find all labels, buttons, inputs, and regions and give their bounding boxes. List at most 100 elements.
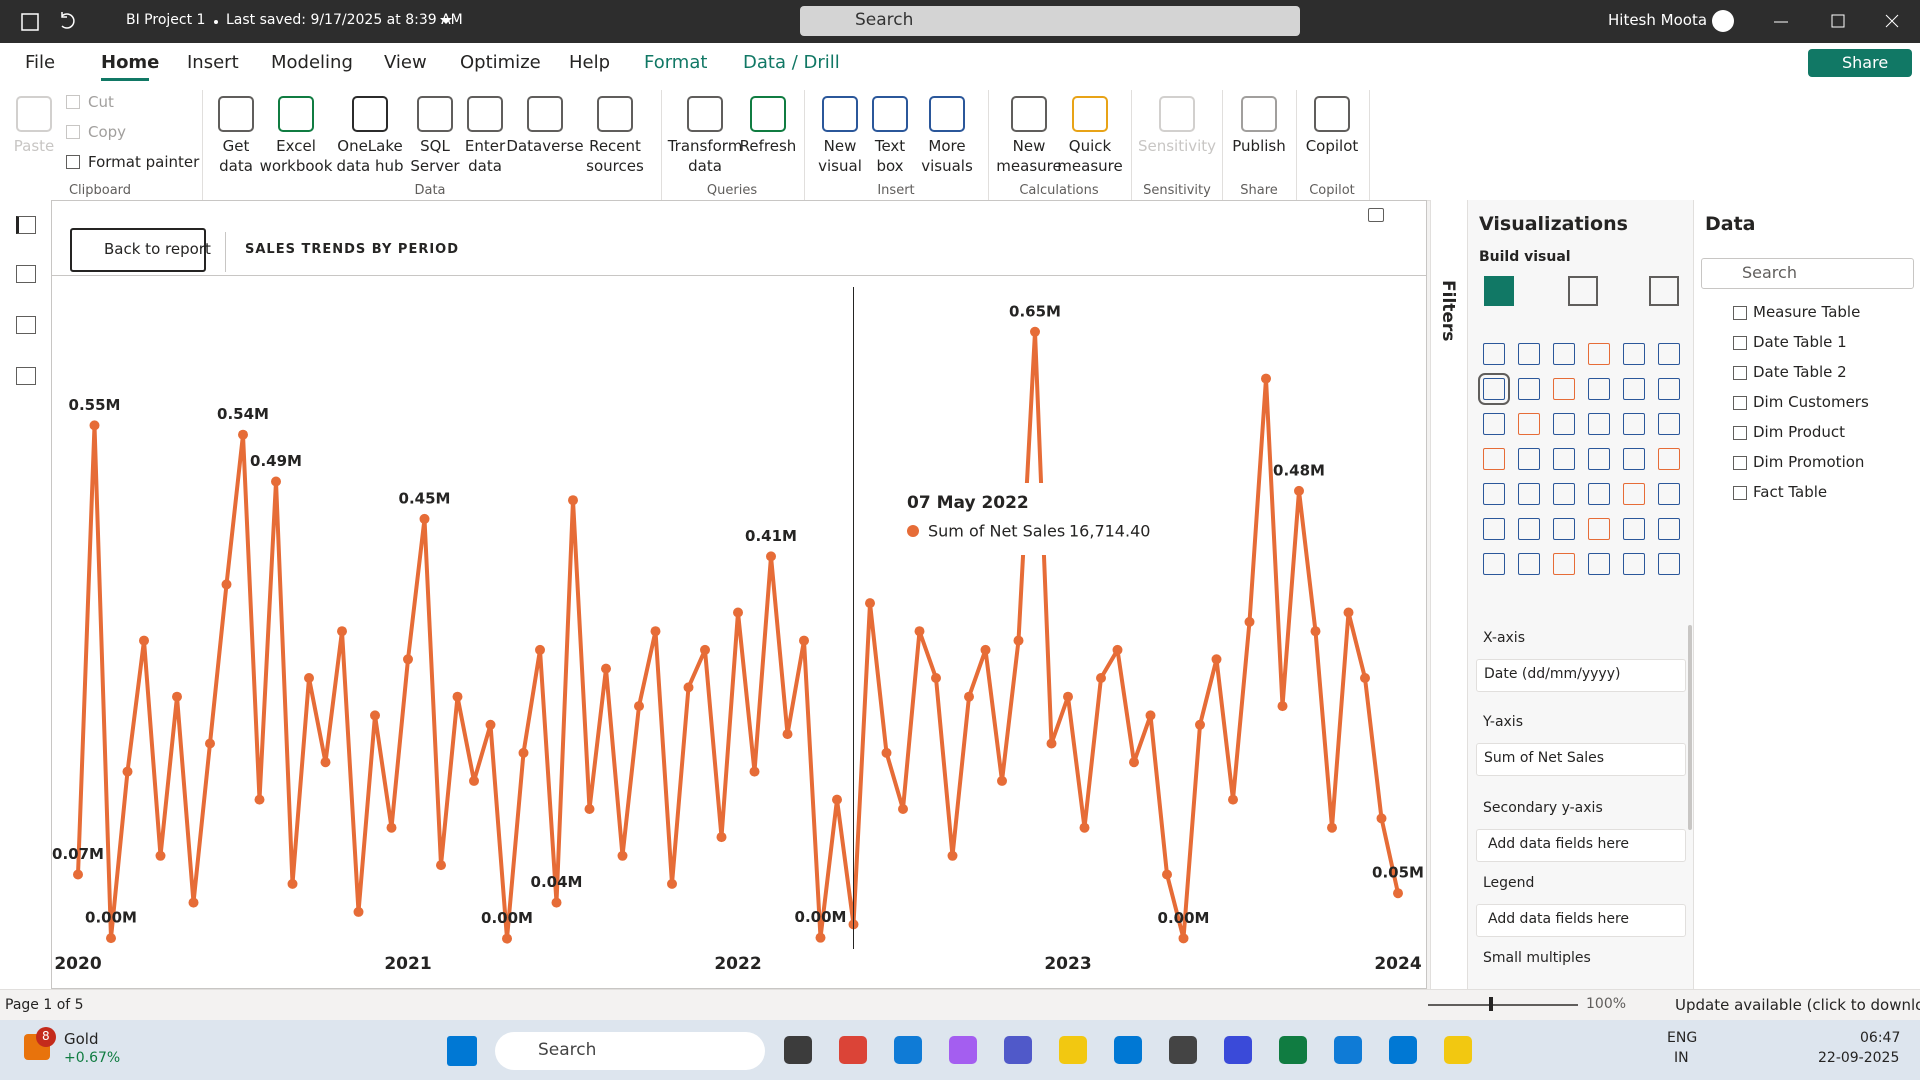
well-field[interactable]: Date (dd/mm/yyyy) [1484,666,1621,682]
clock-date[interactable]: 22-09-2025 [1818,1050,1900,1066]
visual-type-icon[interactable] [1553,378,1575,400]
visual-type-icon[interactable] [1553,553,1575,575]
visual-type-icon[interactable] [1518,343,1540,365]
taskbar-search[interactable] [495,1032,765,1070]
menu-tab[interactable]: Modeling [271,52,353,73]
ribbon-button-label[interactable]: Refresh [739,137,797,155]
ribbon-icon[interactable] [872,96,908,132]
start-button[interactable] [447,1036,477,1066]
ribbon-button-label[interactable]: Dataverse [506,137,584,155]
visual-type-icon[interactable] [1623,483,1645,505]
ribbon-button-label[interactable]: Enter [464,137,506,155]
taskbar-app[interactable] [894,1036,922,1064]
menu-tab[interactable]: Optimize [460,52,541,73]
table-name[interactable]: Date Table 1 [1753,333,1847,351]
taskbar-app[interactable] [839,1036,867,1064]
filter-icon[interactable] [1368,208,1384,222]
lang[interactable]: ENG [1667,1030,1698,1046]
ribbon-button-label[interactable]: Copilot [1305,137,1359,155]
save-icon[interactable] [21,13,39,31]
taskbar-app[interactable] [1224,1036,1252,1064]
visual-type-icon[interactable] [1623,343,1645,365]
taskbar-app[interactable] [1114,1036,1142,1064]
visual-type-icon[interactable] [1483,483,1505,505]
well-placeholder[interactable]: Add data fields here [1488,911,1630,927]
ribbon-small-label[interactable]: Cut [88,93,114,111]
visual-type-icon[interactable] [1658,518,1680,540]
ribbon-button-label[interactable]: visuals [921,157,973,175]
nav-icon[interactable] [16,316,36,334]
visual-type-icon[interactable] [1483,343,1505,365]
small-icon[interactable] [66,95,80,109]
ribbon-icon[interactable] [1072,96,1108,132]
clock-time[interactable]: 06:47 [1860,1030,1901,1046]
table-name[interactable]: Measure Table [1753,303,1861,321]
ribbon-icon[interactable] [929,96,965,132]
ribbon-button-label[interactable]: Server [410,157,460,175]
title-search-box[interactable] [800,6,1300,36]
taskbar-app[interactable] [1004,1036,1032,1064]
ribbon-icon[interactable] [527,96,563,132]
visual-type-icon[interactable] [1588,483,1610,505]
visual-type-icon[interactable] [1623,413,1645,435]
table-icon[interactable] [1733,306,1747,320]
ribbon-button-label[interactable]: data hub [336,157,404,175]
ribbon-button-label[interactable]: Text [874,137,906,155]
ribbon-button-label[interactable]: visual [818,157,862,175]
ribbon-button-label[interactable]: workbook [259,157,333,175]
taskbar-app[interactable] [784,1036,812,1064]
visual-type-icon[interactable] [1553,448,1575,470]
maximize[interactable] [1831,14,1845,28]
visual-type-icon[interactable] [1588,553,1610,575]
ribbon-small-label[interactable]: Format painter [88,153,200,171]
taskbar-app[interactable] [1334,1036,1362,1064]
visual-type-icon[interactable] [1588,448,1610,470]
data-search-box[interactable] [1701,258,1914,289]
filters-label[interactable]: Filters [1438,280,1458,342]
ribbon-icon[interactable] [687,96,723,132]
well-box[interactable] [1476,829,1686,862]
ribbon-icon[interactable] [218,96,254,132]
nav-icon[interactable] [16,265,36,283]
ribbon-button-label[interactable]: Sensitivity [1137,137,1217,155]
ribbon-icon[interactable] [278,96,314,132]
visual-type-icon[interactable] [1658,448,1680,470]
table-name[interactable]: Dim Promotion [1753,453,1865,471]
visual-type-icon[interactable] [1623,553,1645,575]
table-icon[interactable] [1733,456,1747,470]
share-button[interactable] [1808,49,1912,77]
close[interactable] [1885,14,1899,28]
taskbar-app[interactable] [1444,1036,1472,1064]
nav-icon[interactable] [16,216,36,234]
undo-icon[interactable] [61,12,75,29]
ribbon-button-label[interactable]: New [823,137,857,155]
visual-type-icon[interactable] [1658,553,1680,575]
visual-type-icon[interactable] [1518,448,1540,470]
title-dropdown[interactable] [440,18,452,24]
visual-type-icon[interactable] [1483,448,1505,470]
back-label[interactable]: Back to report [104,240,211,258]
visual-type-icon[interactable] [1478,373,1510,405]
ribbon-button-label[interactable]: data [219,157,253,175]
ticker-change[interactable]: +0.67% [64,1050,121,1066]
build-tab[interactable] [1649,276,1679,306]
visual-type-icon[interactable] [1658,343,1680,365]
taskbar-app[interactable] [1279,1036,1307,1064]
table-icon[interactable] [1733,486,1747,500]
visual-type-icon[interactable] [1658,483,1680,505]
visual-type-icon[interactable] [1553,343,1575,365]
ribbon-button-label[interactable]: Get [222,137,250,155]
ribbon-icon[interactable] [1314,96,1350,132]
well-box[interactable] [1476,904,1686,937]
taskbar-search-label[interactable]: Search [538,1040,597,1060]
small-icon[interactable] [66,125,80,139]
visual-type-icon[interactable] [1588,413,1610,435]
zoom-thumb[interactable] [1489,997,1493,1011]
back-button[interactable] [70,228,206,272]
data-search-placeholder[interactable]: Search [1742,263,1797,282]
visual-type-icon[interactable] [1518,483,1540,505]
ribbon-button-label[interactable]: data [688,157,722,175]
well-placeholder[interactable]: Add data fields here [1488,836,1630,852]
table-name[interactable]: Fact Table [1753,483,1828,501]
well-box[interactable] [1476,743,1686,776]
